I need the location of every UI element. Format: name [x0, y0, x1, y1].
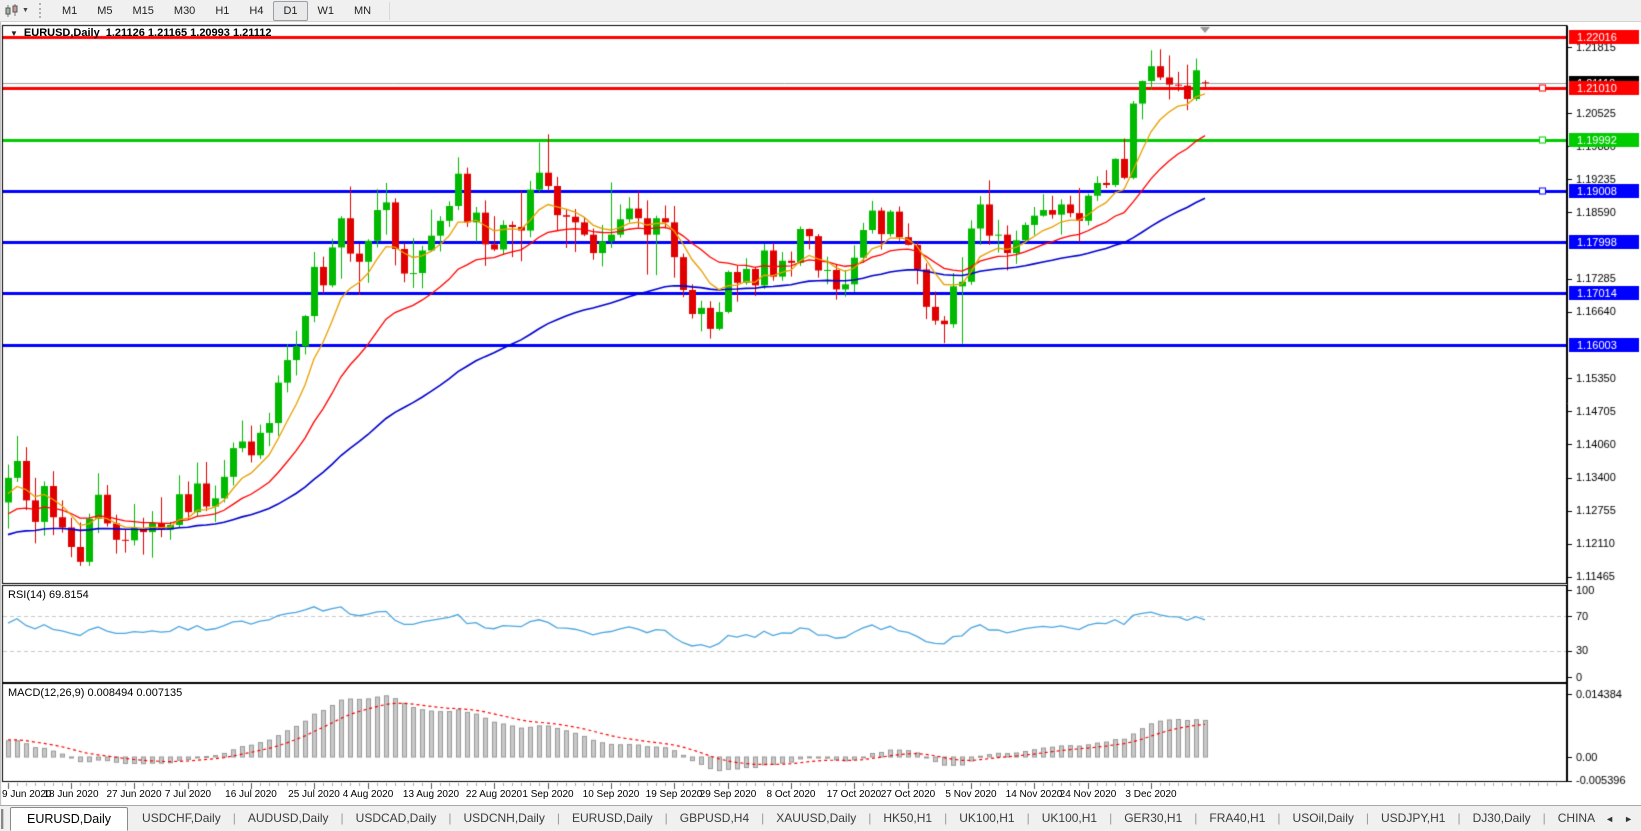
symbol-tab-UK100-H1[interactable]: UK100,H1 — [959, 811, 1015, 825]
symbol-tab-USDCHF-Daily[interactable]: USDCHF,Daily — [142, 811, 221, 825]
time-axis-label: 24 Nov 2020 — [1059, 789, 1117, 800]
timeframe-toolbar: ▼ M1 M5 M15 M30 H1 H4 D1 W1 MN — [0, 0, 1641, 22]
time-axis-label: 13 Aug 2020 — [402, 789, 460, 800]
scroll-left-icon[interactable]: ◄ — [1605, 813, 1615, 824]
tab-separator: | — [664, 811, 668, 825]
time-axis-label: 17 Oct 2020 — [826, 789, 882, 800]
time-axis-label: 27 Jun 2020 — [106, 789, 162, 800]
symbol-tab-AUDUSD-Daily[interactable]: AUDUSD,Daily — [247, 811, 329, 825]
symbol-tab-EURUSD-Daily[interactable]: EURUSD,Daily — [10, 807, 129, 831]
chart-symbol-period: EURUSD,Daily — [23, 27, 100, 39]
time-axis-label: 8 Oct 2020 — [766, 789, 816, 800]
symbol-tab-USDCNH-Daily[interactable]: USDCNH,Daily — [463, 811, 545, 825]
timeframe-buttons: M1 M5 M15 M30 H1 H4 D1 W1 MN — [52, 0, 381, 21]
symbol-tab-EURUSD-Daily[interactable]: EURUSD,Daily — [571, 811, 653, 825]
tab-separator: | — [944, 811, 948, 825]
timeframe-button-M1[interactable]: M1 — [61, 4, 78, 17]
time-axis-label: 25 Jul 2020 — [288, 789, 340, 800]
time-axis-label: 1 Sep 2020 — [522, 789, 574, 800]
timeframe-button-H1[interactable]: H1 — [215, 4, 230, 17]
candlestick-chart-icon — [5, 3, 18, 17]
chevron-down-icon: ▼ — [22, 7, 29, 14]
chart-title: ▼ EURUSD,Daily 1.21126 1.21165 1.20993 1… — [10, 27, 272, 39]
tab-separator: | — [556, 811, 560, 825]
scroll-right-icon[interactable]: ► — [1624, 813, 1633, 824]
symbol-tab-UK100-H1[interactable]: UK100,H1 — [1041, 811, 1098, 825]
timeframe-button-M5[interactable]: M5 — [97, 4, 113, 17]
symbol-tab-GBPUSD-H4[interactable]: GBPUSD,H4 — [679, 811, 750, 825]
time-axis-label: 16 Jul 2020 — [225, 789, 277, 800]
timeframe-button-D1[interactable]: D1 — [273, 0, 308, 21]
symbol-tabs: EURUSD,Daily USDCHF,Daily | AUDUSD,Daily | US… — [6, 806, 1641, 831]
tab-separator: | — [448, 811, 452, 825]
tab-separator: | — [1542, 811, 1546, 825]
time-axis-label: 22 Aug 2020 — [465, 789, 523, 800]
symbol-tab-FRA40-H1[interactable]: FRA40,H1 — [1209, 811, 1266, 825]
symbol-tab-HK50-H1[interactable]: HK50,H1 — [883, 811, 933, 825]
time-axis-label: 7 Jul 2020 — [164, 789, 212, 800]
tab-separator: | — [761, 811, 765, 825]
time-axis-label: 5 Nov 2020 — [945, 789, 997, 800]
timeframe-button-H4[interactable]: H4 — [249, 4, 264, 17]
symbol-tab-USOil-Daily[interactable]: USOil,Daily — [1292, 811, 1354, 825]
timeframe-button-MN[interactable]: MN — [354, 4, 372, 17]
symbol-tab-USDJPY-H1[interactable]: USDJPY,H1 — [1381, 811, 1446, 825]
time-axis: 9 Jun 2020 18 Jun 2020 27 Jun 2020 7 Jul 20… — [0, 789, 1566, 803]
symbol-tab-USDCAD-Daily[interactable]: USDCAD,Daily — [355, 811, 437, 825]
time-axis-label: 29 Sep 2020 — [699, 789, 757, 800]
tab-scroll-arrows: ◄ ► — [1595, 806, 1641, 831]
time-axis-label: 10 Sep 2020 — [582, 789, 640, 800]
macd-label: MACD(12,26,9) 0.008494 0.007135 — [8, 687, 183, 699]
time-axis-label: 27 Oct 2020 — [880, 789, 936, 800]
tab-separator: | — [1194, 811, 1198, 825]
symbol-tab-XAUUSD-Daily[interactable]: XAUUSD,Daily — [776, 811, 857, 825]
tab-separator: | — [868, 811, 872, 825]
toolbar-grip[interactable] — [38, 3, 44, 18]
tab-separator: | — [1365, 811, 1369, 825]
chart-ohlc-quotes: 1.21126 1.21165 1.20993 1.21112 — [105, 27, 272, 39]
timeframe-button-W1[interactable]: W1 — [317, 4, 335, 17]
tab-separator: | — [1457, 811, 1461, 825]
rsi-label: RSI(14) 69.8154 — [8, 589, 89, 601]
tab-separator: | — [1026, 811, 1030, 825]
symbol-tab-GER30-H1[interactable]: GER30,H1 — [1124, 811, 1183, 825]
title-caret-icon: ▼ — [10, 28, 18, 38]
time-axis-label: 18 Jun 2020 — [43, 789, 99, 800]
time-axis-label: 14 Nov 2020 — [1005, 789, 1063, 800]
tab-separator: | — [1277, 811, 1281, 825]
timeframe-button-M15[interactable]: M15 — [132, 4, 154, 17]
tab-separator: | — [232, 811, 236, 825]
tab-separator: | — [340, 811, 344, 825]
time-axis-label: 3 Dec 2020 — [1125, 789, 1177, 800]
chart-type-button[interactable]: ▼ — [5, 3, 29, 18]
time-axis-label: 19 Sep 2020 — [645, 789, 703, 800]
tabbar-grip[interactable] — [1, 809, 4, 829]
toolbar-separator — [389, 1, 391, 20]
symbol-tabbar: EURUSD,Daily USDCHF,Daily | AUDUSD,Daily | US… — [0, 805, 1641, 831]
time-axis-label: 9 Jun 2020 — [2, 789, 52, 800]
symbol-tab-DJ30-Daily[interactable]: DJ30,Daily — [1472, 811, 1531, 825]
tab-separator: | — [1109, 811, 1113, 825]
time-axis-label: 4 Aug 2020 — [342, 789, 394, 800]
timeframe-button-M30[interactable]: M30 — [173, 4, 196, 17]
